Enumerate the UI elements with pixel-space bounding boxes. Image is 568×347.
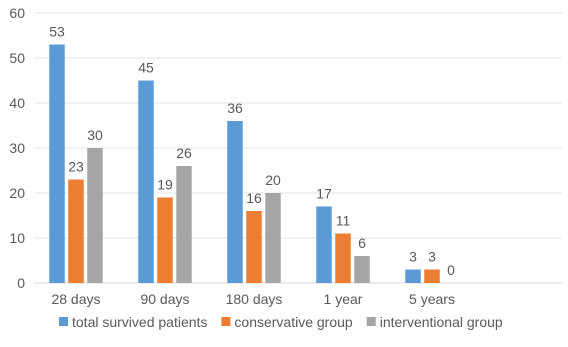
data-label: 0 xyxy=(447,262,455,278)
data-label: 30 xyxy=(87,127,103,143)
legend-label: conservative group xyxy=(234,314,353,330)
data-label: 16 xyxy=(246,190,262,206)
data-label: 3 xyxy=(428,249,436,265)
bar xyxy=(49,44,65,283)
data-label: 23 xyxy=(68,159,84,175)
data-label: 45 xyxy=(138,60,154,76)
y-tick-label: 50 xyxy=(9,50,25,66)
y-tick-label: 40 xyxy=(9,95,25,111)
y-tick-label: 10 xyxy=(9,230,25,246)
x-tick-label: 28 days xyxy=(51,291,100,307)
bar xyxy=(354,256,370,283)
y-tick-label: 60 xyxy=(9,5,25,21)
y-tick-label: 0 xyxy=(17,275,25,291)
bar xyxy=(405,269,421,283)
legend-swatch xyxy=(366,317,376,326)
x-tick-label: 5 years xyxy=(409,291,455,307)
data-label: 6 xyxy=(358,235,366,251)
legend-label: total survived patients xyxy=(72,314,207,330)
data-label: 20 xyxy=(265,172,281,188)
bar xyxy=(157,197,173,283)
y-tick-label: 20 xyxy=(9,185,25,201)
bar xyxy=(316,206,332,283)
legend-swatch xyxy=(59,317,68,326)
data-label: 19 xyxy=(157,177,173,193)
bar xyxy=(87,148,103,283)
bars xyxy=(49,44,440,283)
data-label: 3 xyxy=(409,249,417,265)
bar xyxy=(335,233,351,283)
legend-label: interventional group xyxy=(380,314,503,330)
x-tick-label: 1 year xyxy=(324,291,363,307)
bar xyxy=(265,193,281,283)
bar xyxy=(227,121,243,283)
data-label: 11 xyxy=(336,213,351,229)
gridlines xyxy=(34,12,562,284)
data-label: 17 xyxy=(316,186,332,202)
bar xyxy=(176,166,192,283)
legend-swatch xyxy=(221,317,231,326)
y-tick-label: 30 xyxy=(9,140,25,156)
x-tick-label: 90 days xyxy=(140,291,189,307)
data-label: 26 xyxy=(176,145,192,161)
bar xyxy=(424,269,440,283)
data-label: 53 xyxy=(49,24,65,40)
bar xyxy=(68,179,84,283)
legend: total survived patients conservative grou… xyxy=(59,314,503,330)
data-label: 36 xyxy=(227,100,243,116)
x-tick-label: 180 days xyxy=(226,291,283,307)
bar xyxy=(138,80,154,283)
bar xyxy=(246,211,262,283)
